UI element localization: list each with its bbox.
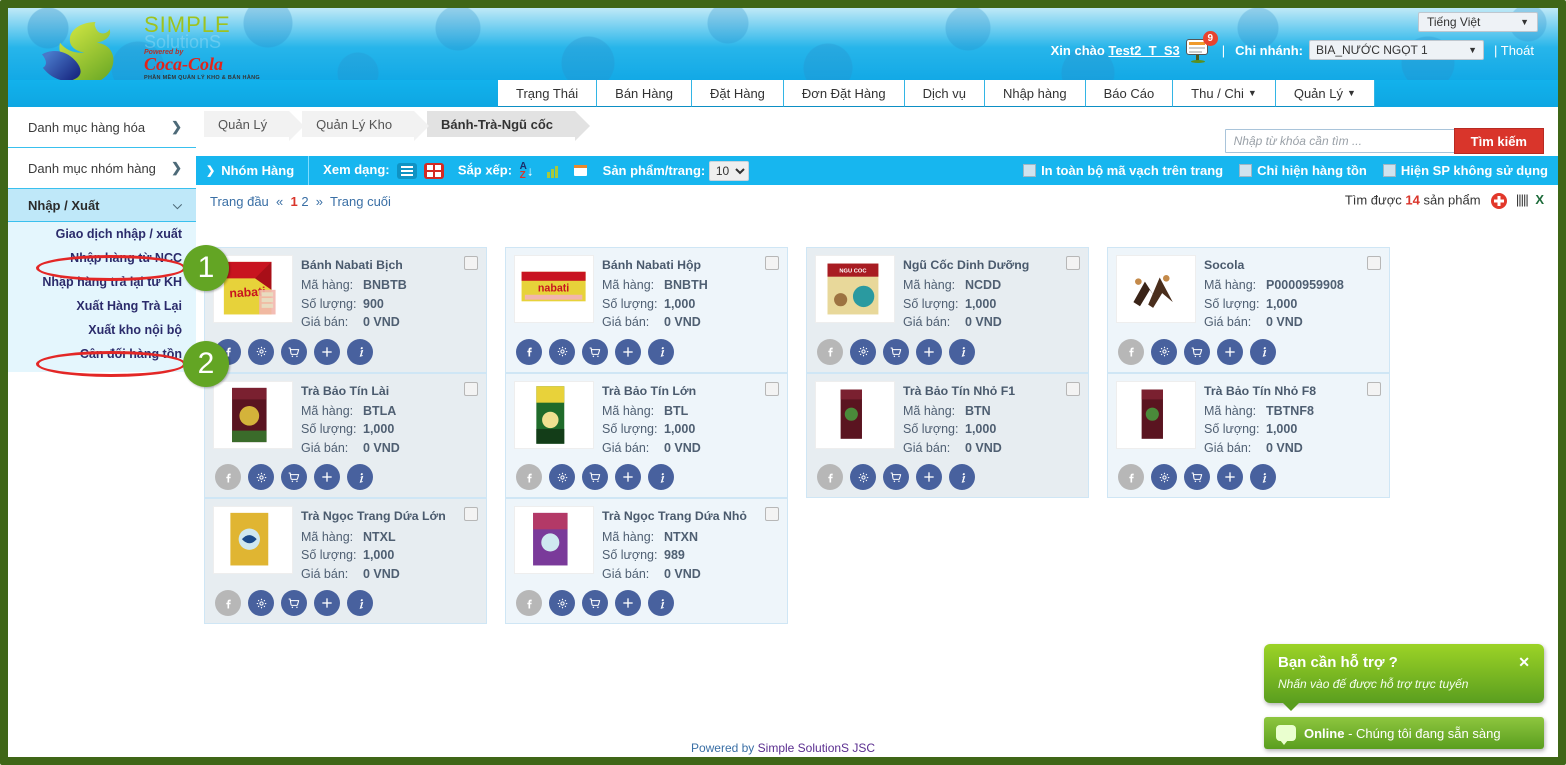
svg-text:nabati: nabati xyxy=(538,282,569,294)
svg-text:NGU COC: NGU COC xyxy=(839,269,866,275)
